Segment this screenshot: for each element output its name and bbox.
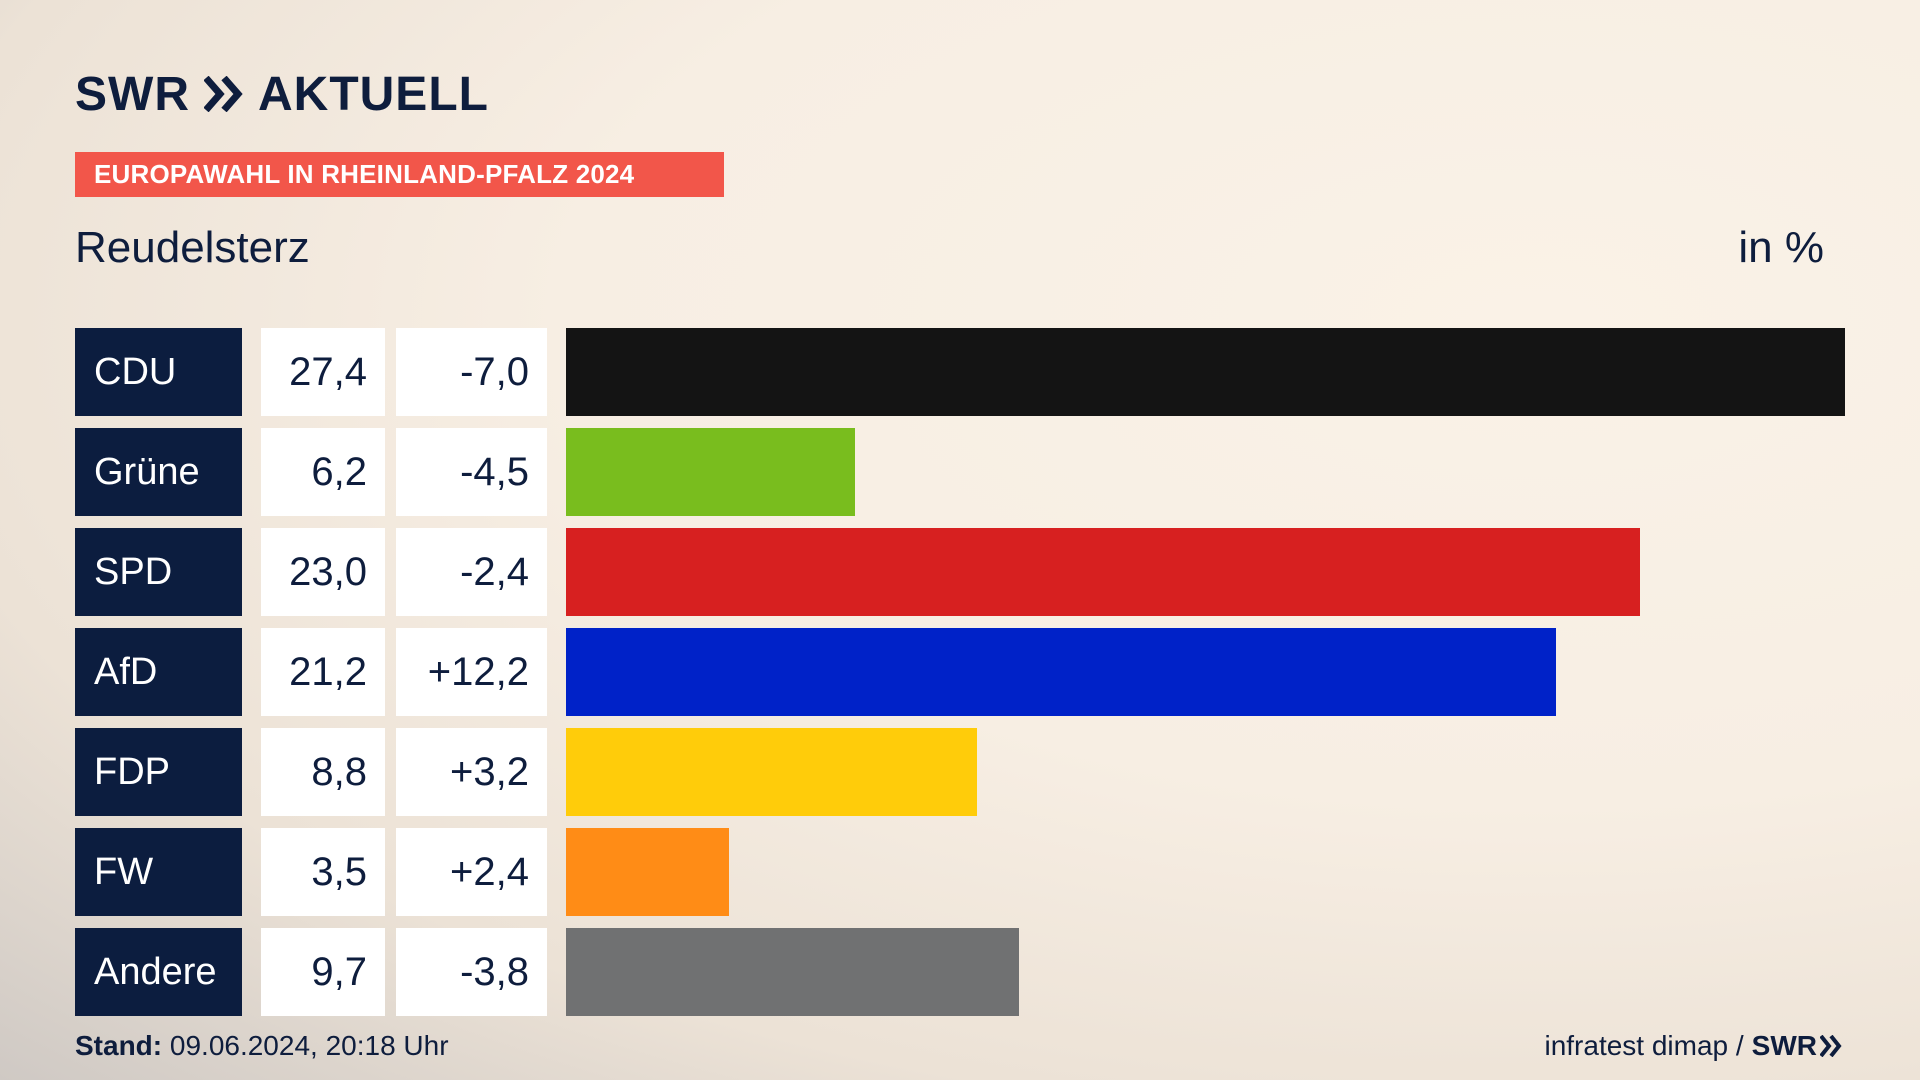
vote-change: -7,0 xyxy=(396,328,547,416)
source-text: infratest dimap / xyxy=(1544,1030,1744,1061)
double-chevron-icon xyxy=(203,76,243,112)
place-title: Reudelsterz xyxy=(75,223,310,272)
footer-swr-logo: SWR xyxy=(1752,1030,1844,1062)
result-bar xyxy=(566,528,1640,616)
swr-aktuell-logo: SWR AKTUELL xyxy=(75,64,489,124)
party-label: Andere xyxy=(75,928,242,1016)
logo-product: AKTUELL xyxy=(257,67,489,121)
result-row: Grüne 6,2 -4,5 xyxy=(0,428,1920,516)
party-label: SPD xyxy=(75,528,242,616)
result-bar xyxy=(566,928,1019,1016)
party-label: CDU xyxy=(75,328,242,416)
party-label: Grüne xyxy=(75,428,242,516)
party-label: AfD xyxy=(75,628,242,716)
result-row: SPD 23,0 -2,4 xyxy=(0,528,1920,616)
party-label: FDP xyxy=(75,728,242,816)
result-bar xyxy=(566,728,977,816)
footer-source: infratest dimap / SWR xyxy=(1544,1030,1844,1062)
vote-share: 23,0 xyxy=(261,528,385,616)
vote-change: +12,2 xyxy=(396,628,547,716)
result-bar xyxy=(566,328,1845,416)
vote-share: 3,5 xyxy=(261,828,385,916)
vote-share: 6,2 xyxy=(261,428,385,516)
vote-change: -3,8 xyxy=(396,928,547,1016)
vote-share: 8,8 xyxy=(261,728,385,816)
party-label: FW xyxy=(75,828,242,916)
election-banner: EUROPAWAHL IN RHEINLAND-PFALZ 2024 xyxy=(75,152,724,197)
result-row: FDP 8,8 +3,2 xyxy=(0,728,1920,816)
vote-share: 27,4 xyxy=(261,328,385,416)
footer-brand-text: SWR xyxy=(1751,1030,1817,1061)
vote-change: +3,2 xyxy=(396,728,547,816)
result-bar xyxy=(566,628,1556,716)
stand-label: Stand: xyxy=(75,1030,163,1061)
vote-change: -2,4 xyxy=(396,528,547,616)
unit-label: in % xyxy=(1738,223,1824,272)
vote-change: +2,4 xyxy=(396,828,547,916)
result-row: Andere 9,7 -3,8 xyxy=(0,928,1920,1016)
logo-brand: SWR xyxy=(75,67,190,121)
result-row: AfD 21,2 +12,2 xyxy=(0,628,1920,716)
vote-share: 21,2 xyxy=(261,628,385,716)
result-row: FW 3,5 +2,4 xyxy=(0,828,1920,916)
vote-share: 9,7 xyxy=(261,928,385,1016)
footer-double-chevron-icon xyxy=(1820,1035,1842,1057)
stand-value: 09.06.2024, 20:18 Uhr xyxy=(169,1030,449,1061)
footer-stand: Stand: 09.06.2024, 20:18 Uhr xyxy=(75,1030,449,1062)
result-bar xyxy=(566,828,729,916)
vote-change: -4,5 xyxy=(396,428,547,516)
result-bar xyxy=(566,428,855,516)
result-row: CDU 27,4 -7,0 xyxy=(0,328,1920,416)
